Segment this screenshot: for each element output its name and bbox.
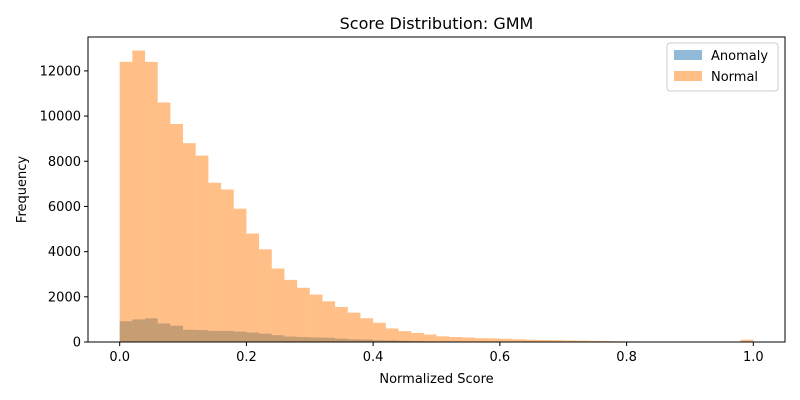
y-tick-label: 0 [73, 336, 81, 351]
x-tick-label: 0.4 [363, 350, 384, 365]
legend: Anomaly Normal [666, 42, 779, 92]
bar-normal [474, 338, 488, 342]
bar-normal [373, 322, 386, 342]
series-normal [119, 50, 754, 343]
bar-normal [309, 294, 323, 342]
bar-normal [550, 340, 564, 342]
y-tick-label: 4000 [48, 245, 81, 260]
x-tick-label: 0.2 [236, 350, 257, 365]
legend-swatch-normal [674, 71, 702, 81]
bar-normal [195, 155, 209, 342]
bar-normal [284, 279, 298, 342]
bar-normal [271, 268, 285, 342]
y-tick-label: 10000 [40, 110, 81, 125]
bar-normal [347, 312, 361, 342]
bar-normal [411, 332, 424, 342]
bar-normal [461, 337, 475, 342]
bar-normal [132, 50, 146, 343]
bar-normal [575, 340, 589, 342]
bar-normal [246, 233, 260, 342]
bar-normal [297, 287, 310, 342]
bar-normal [499, 338, 513, 342]
bar-normal [740, 339, 754, 342]
bar-normal [487, 338, 500, 342]
bar-normal [385, 328, 399, 342]
bar-normal [208, 182, 222, 342]
y-axis: 0 2000 4000 6000 8000 10000 12000 [40, 64, 88, 351]
plot-area-frame [87, 36, 786, 343]
y-tick-label: 6000 [48, 200, 81, 215]
x-tick-label: 0.6 [490, 350, 511, 365]
bar-normal [259, 249, 272, 342]
bar-normal [145, 61, 158, 342]
bar-normal [436, 336, 450, 342]
bar-normal [119, 61, 133, 342]
legend-label-normal: Normal [711, 70, 758, 85]
x-axis: 0.0 0.2 0.4 0.6 0.8 1.0 [109, 342, 764, 365]
bar-normal [170, 123, 184, 343]
bar-normal [398, 331, 412, 342]
x-tick-label: 1.0 [743, 350, 764, 365]
bar-normal [525, 339, 538, 342]
legend-label-anomaly: Anomaly [711, 49, 768, 64]
x-axis-title: Normalized Score [379, 372, 493, 387]
chart-title: Score Distribution: GMM [340, 14, 534, 33]
bar-normal [537, 339, 551, 342]
bar-normal [183, 143, 196, 342]
bar-normal [360, 318, 374, 342]
y-tick-label: 8000 [48, 155, 81, 170]
x-tick-label: 0.8 [616, 350, 637, 365]
bar-normal [449, 337, 462, 342]
bar-normal [512, 339, 526, 342]
bar-normal [335, 306, 348, 342]
legend-swatch-anomaly [674, 50, 702, 60]
y-tick-label: 2000 [48, 290, 81, 305]
bar-normal [588, 340, 602, 342]
bar-normal [322, 301, 336, 342]
bar-normal [423, 334, 437, 342]
y-axis-title: Frequency [15, 156, 30, 223]
bar-normal [563, 340, 576, 342]
x-tick-label: 0.0 [109, 350, 130, 365]
bar-normal [221, 189, 234, 342]
bar-normal [157, 102, 171, 342]
bars-layer [119, 50, 754, 343]
bar-normal [233, 208, 247, 342]
y-tick-label: 12000 [40, 64, 81, 79]
